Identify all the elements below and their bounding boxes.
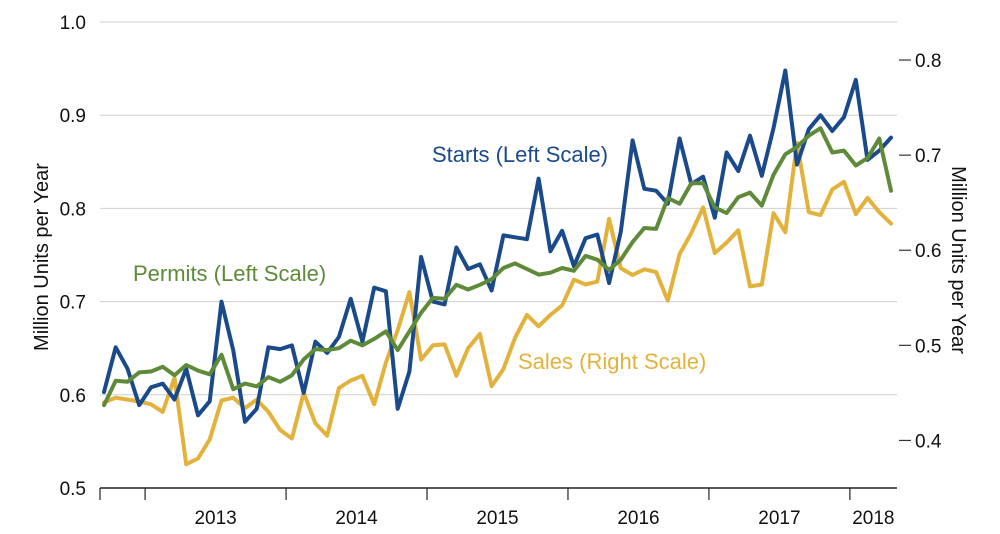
right-axis-title: Million Units per Year [947, 166, 969, 354]
permits-line [102, 126, 893, 408]
left-tick-label: 0.6 [60, 386, 86, 407]
right-tick-label: 0.8 [915, 51, 941, 72]
x-tick-label: 2016 [617, 508, 659, 529]
sales-line [102, 140, 893, 467]
left-axis-title: Million Units per Year [31, 163, 53, 351]
gridlines [100, 21, 897, 396]
x-tick-label: 2013 [194, 508, 236, 529]
left-tick-label: 0.8 [60, 199, 86, 220]
left-tick-label: 0.5 [60, 479, 86, 500]
right-axis: 0.4 0.5 0.6 0.7 0.8 [899, 51, 942, 452]
permits-series-label: Permits (Left Scale) [133, 261, 326, 286]
starts-line [102, 68, 893, 424]
x-tick-label: 2018 [852, 508, 894, 529]
series-lines [102, 68, 893, 467]
left-tick-label: 1.0 [60, 13, 86, 34]
right-tick-label: 0.4 [915, 431, 942, 452]
left-tick-label: 0.9 [60, 106, 86, 127]
x-tick-label: 2014 [335, 508, 378, 529]
x-tick-label: 2017 [758, 508, 800, 529]
right-tick-label: 0.7 [915, 146, 941, 167]
starts-series-label: Starts (Left Scale) [432, 142, 608, 167]
x-axis: 2013 2014 2015 2016 2017 2018 [99, 487, 897, 529]
sales-series-label: Sales (Right Scale) [518, 349, 706, 374]
left-axis: 0.5 0.6 0.7 0.8 0.9 1.0 [60, 13, 86, 500]
right-tick-label: 0.5 [915, 336, 941, 357]
left-tick-label: 0.7 [60, 293, 86, 314]
x-tick-label: 2015 [476, 508, 518, 529]
right-tick-label: 0.6 [915, 241, 941, 262]
